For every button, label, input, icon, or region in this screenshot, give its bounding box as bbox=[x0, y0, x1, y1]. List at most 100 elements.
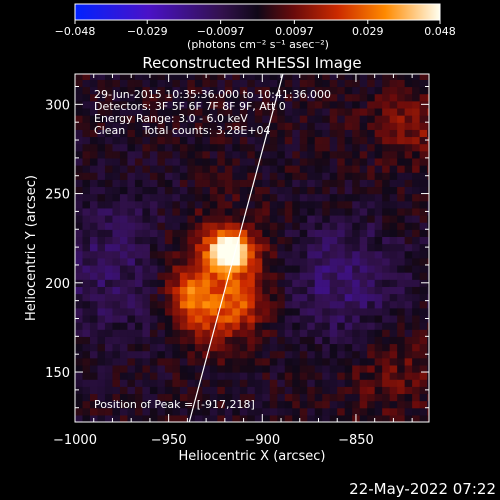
heatmap-cell bbox=[112, 129, 121, 138]
heatmap-cell bbox=[127, 307, 136, 316]
heatmap-cell bbox=[217, 122, 226, 130]
heatmap-cell bbox=[307, 136, 316, 145]
heatmap-cell bbox=[427, 129, 429, 138]
heatmap-cell bbox=[337, 272, 346, 280]
heatmap-image bbox=[75, 74, 429, 422]
heatmap-cell bbox=[292, 179, 301, 188]
heatmap-cell bbox=[172, 393, 181, 402]
heatmap-cell bbox=[284, 272, 293, 280]
heatmap-cell bbox=[307, 193, 316, 202]
heatmap-cell bbox=[202, 200, 211, 209]
heatmap-cell bbox=[247, 343, 256, 352]
heatmap-cell bbox=[352, 350, 361, 359]
heatmap-cell bbox=[224, 122, 233, 130]
heatmap-cell bbox=[164, 143, 173, 152]
heatmap-cell bbox=[412, 200, 421, 209]
heatmap-cell bbox=[412, 122, 421, 130]
heatmap-cell bbox=[314, 236, 323, 245]
heatmap-cell bbox=[194, 243, 203, 252]
heatmap-cell bbox=[277, 364, 286, 373]
heatmap-cell bbox=[194, 329, 203, 337]
heatmap-cell bbox=[142, 350, 151, 359]
heatmap-cell bbox=[149, 279, 159, 287]
heatmap-cell bbox=[217, 364, 226, 373]
heatmap-cell bbox=[75, 200, 84, 209]
heatmap-cell bbox=[307, 214, 316, 223]
heatmap-cell bbox=[352, 307, 361, 316]
heatmap-cell bbox=[172, 86, 181, 95]
heatmap-cell bbox=[359, 264, 368, 273]
heatmap-cell bbox=[232, 165, 241, 173]
heatmap-cell bbox=[224, 386, 233, 395]
heatmap-cell bbox=[194, 165, 203, 173]
heatmap-cell bbox=[232, 343, 241, 352]
heatmap-cell bbox=[232, 193, 241, 202]
heatmap-cell bbox=[292, 272, 301, 280]
heatmap-cell bbox=[232, 143, 241, 152]
heatmap-cell bbox=[299, 172, 308, 180]
heatmap-cell bbox=[397, 407, 406, 416]
heatmap-cell bbox=[97, 272, 106, 280]
heatmap-cell bbox=[97, 93, 106, 102]
heatmap-cell bbox=[277, 372, 286, 380]
heatmap-cell bbox=[202, 307, 211, 316]
heatmap-cell bbox=[337, 86, 346, 95]
heatmap-cell bbox=[262, 279, 271, 287]
heatmap-cell bbox=[382, 150, 391, 159]
heatmap-cell bbox=[352, 257, 361, 266]
heatmap-cell bbox=[337, 257, 346, 266]
heatmap-cell bbox=[179, 414, 188, 422]
heatmap-cell bbox=[254, 300, 263, 309]
heatmap-cell bbox=[164, 122, 173, 130]
heatmap-cell bbox=[224, 357, 233, 366]
heatmap-cell bbox=[367, 214, 376, 223]
heatmap-cell bbox=[75, 257, 84, 266]
heatmap-cell bbox=[269, 372, 278, 380]
heatmap-cell bbox=[97, 350, 106, 359]
heatmap-cell bbox=[247, 115, 256, 123]
heatmap-cell bbox=[269, 250, 278, 259]
heatmap-cell bbox=[359, 272, 368, 280]
heatmap-cell bbox=[247, 165, 256, 173]
heatmap-cell bbox=[299, 307, 308, 316]
heatmap-cell bbox=[149, 222, 159, 230]
heatmap-cell bbox=[187, 293, 196, 302]
heatmap-cell bbox=[119, 293, 129, 302]
heatmap-cell bbox=[359, 357, 368, 366]
heatmap-cell bbox=[247, 236, 256, 245]
heatmap-cell bbox=[112, 336, 121, 345]
heatmap-cell bbox=[172, 186, 181, 195]
heatmap-cell bbox=[179, 229, 188, 237]
heatmap-cell bbox=[157, 264, 166, 273]
heatmap-cell bbox=[299, 350, 308, 359]
heatmap-cell bbox=[314, 272, 323, 280]
heatmap-cell bbox=[179, 350, 188, 359]
heatmap-cell bbox=[352, 329, 361, 337]
heatmap-cell bbox=[142, 79, 151, 88]
heatmap-cell bbox=[119, 264, 129, 273]
heatmap-cell bbox=[239, 300, 248, 309]
heatmap-cell bbox=[404, 379, 413, 387]
heatmap-cell bbox=[75, 136, 84, 145]
heatmap-cell bbox=[247, 272, 256, 280]
heatmap-cell bbox=[344, 79, 353, 88]
heatmap-cell bbox=[427, 364, 429, 373]
heatmap-cell bbox=[179, 179, 188, 188]
heatmap-cell bbox=[389, 357, 398, 366]
heatmap-cell bbox=[202, 243, 211, 252]
heatmap-cell bbox=[239, 350, 248, 359]
heatmap-cell bbox=[134, 307, 144, 316]
heatmap-cell bbox=[412, 336, 421, 345]
heatmap-cell bbox=[404, 165, 413, 173]
heatmap-cell bbox=[367, 286, 376, 295]
heatmap-cell bbox=[427, 107, 429, 116]
heatmap-cell bbox=[239, 307, 248, 316]
heatmap-cell bbox=[75, 207, 84, 216]
heatmap-cell bbox=[172, 93, 181, 102]
heatmap-cell bbox=[322, 350, 331, 359]
heatmap-cell bbox=[427, 264, 429, 273]
heatmap-cell bbox=[134, 100, 144, 109]
heatmap-cell bbox=[374, 229, 383, 237]
heatmap-cell bbox=[262, 286, 271, 295]
peak-position-label: Position of Peak = [-917,218] bbox=[94, 398, 255, 411]
